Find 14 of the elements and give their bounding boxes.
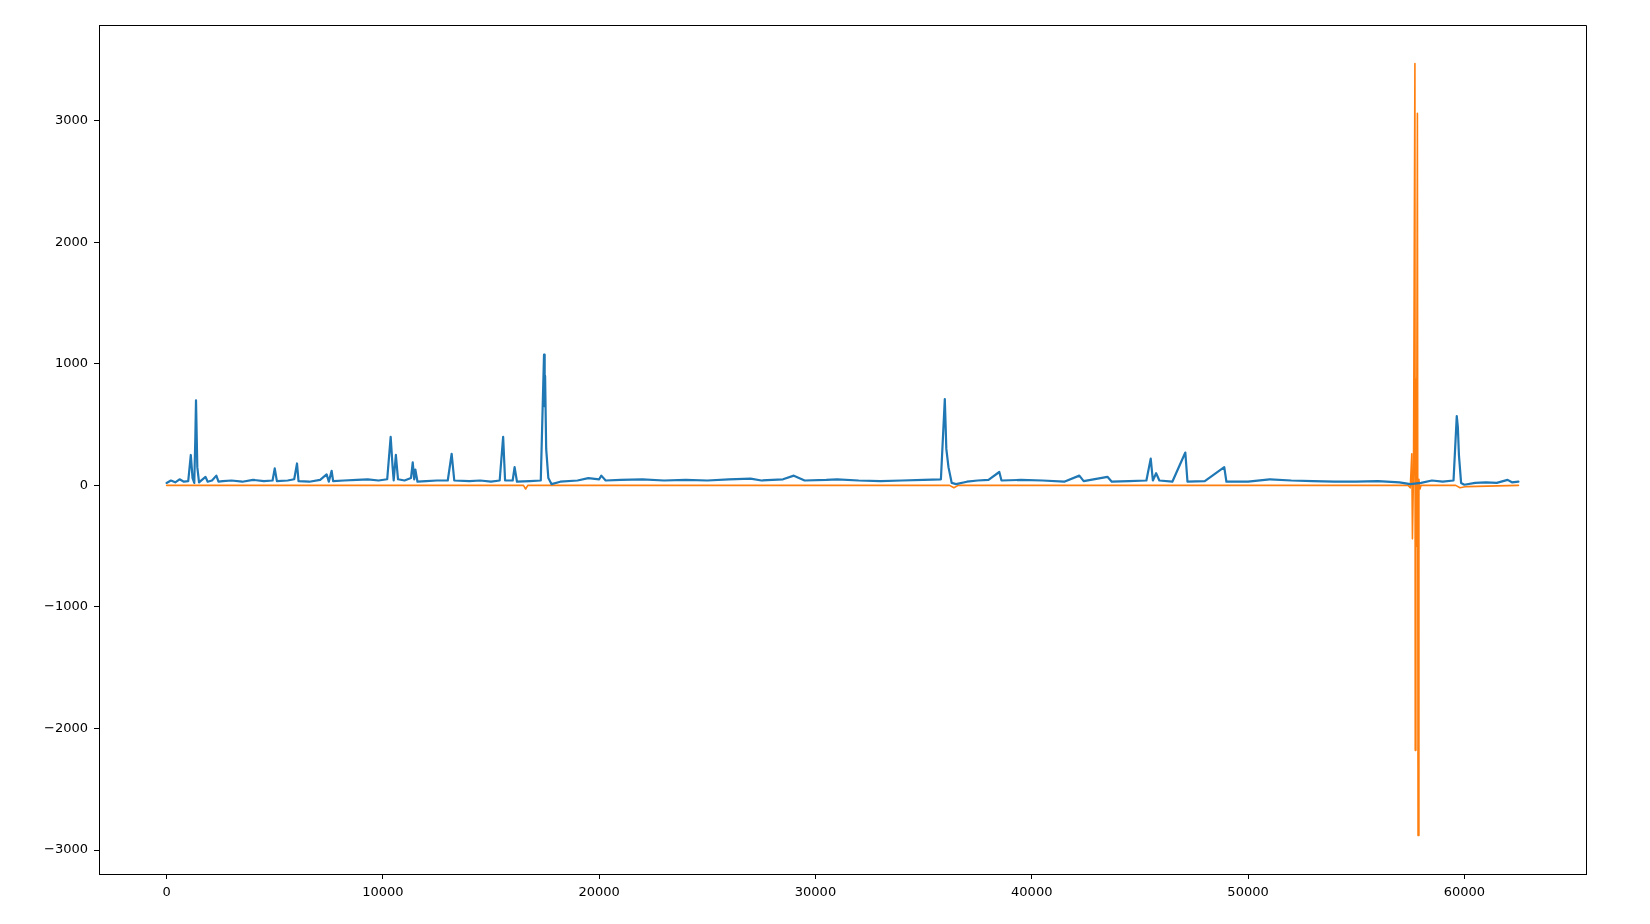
x-tick-label: 0 (162, 884, 171, 900)
x-tick-label: 30000 (794, 884, 837, 900)
x-tick-label: 10000 (362, 884, 404, 900)
x-tick-label: 60000 (1443, 884, 1486, 900)
x-tick-label: 20000 (578, 884, 620, 900)
y-tick-label: −1000 (44, 598, 88, 614)
y-tick-label: −2000 (44, 719, 88, 735)
y-tick-label: 1000 (54, 355, 88, 371)
y-tick-label: 3000 (54, 112, 88, 128)
x-tick-label: 40000 (1011, 884, 1053, 900)
y-tick-label: 2000 (54, 233, 88, 249)
y-tick-label: 0 (79, 476, 88, 492)
y-tick-label: −3000 (44, 841, 88, 857)
x-tick-label: 50000 (1227, 884, 1269, 900)
